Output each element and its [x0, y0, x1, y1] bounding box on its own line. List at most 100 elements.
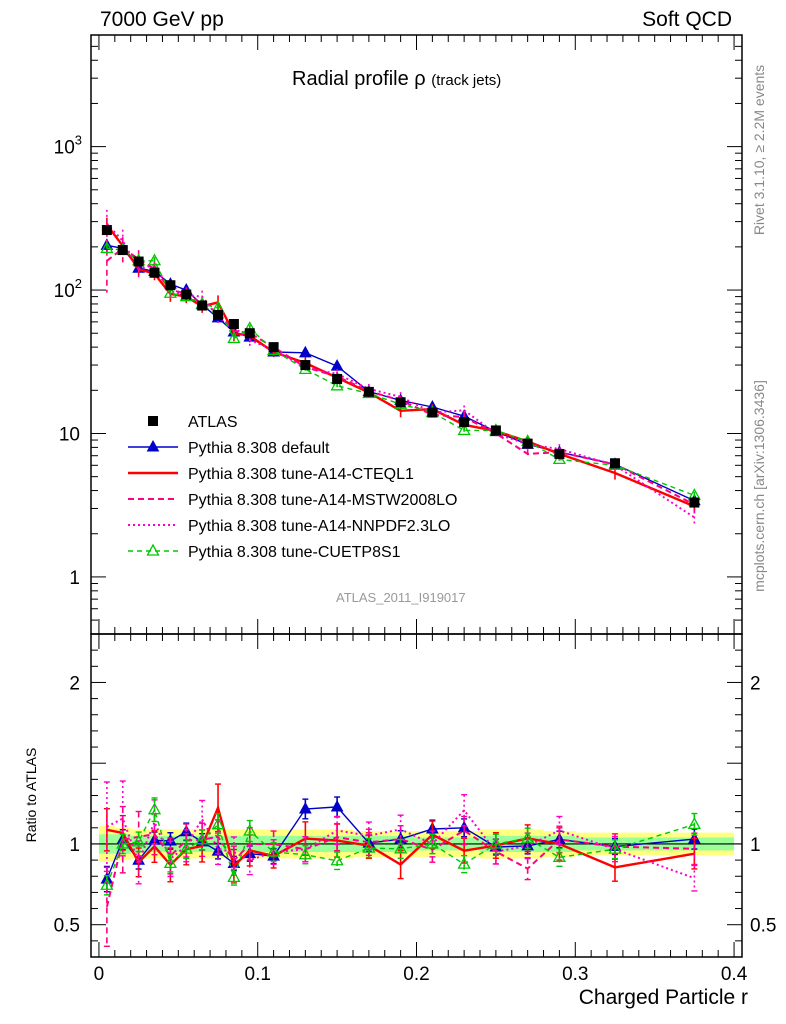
data-point: [101, 225, 112, 236]
legend-label-nnpdf: Pythia 8.308 tune-A14-NNPDF2.3LO: [188, 518, 450, 535]
legend-marker-cuetp8s1: [146, 543, 160, 556]
ratio-point-cuetp8s1: [132, 834, 146, 847]
ratio-series-cuetp8s1: [100, 797, 701, 896]
ratio-point-cuetp8s1: [147, 802, 162, 815]
data-point: [165, 280, 176, 291]
data-point: [228, 318, 239, 329]
data-point: [459, 417, 470, 428]
legend-entry-a14cteql1: Pythia 8.308 tune-A14-CTEQL1: [128, 466, 414, 483]
ratio-point-cuetp8s1: [425, 836, 439, 849]
ratio-y-tick-label: 1: [69, 835, 80, 856]
legend-label-cuetp8s1: Pythia 8.308 tune-CUETP8S1: [188, 544, 401, 561]
data-point: [268, 342, 279, 353]
plot-title: Radial profile ρ (track jets): [292, 68, 501, 91]
x-tick-label: 0.3: [562, 964, 588, 985]
legend: ATLAS Pythia 8.308 default Pythia 8.308 tu…: [128, 414, 457, 561]
data-point: [149, 267, 160, 278]
ratio-point-cuetp8s1: [608, 841, 622, 854]
data-point: [244, 328, 255, 339]
ratio-point-cuetp8s1: [489, 836, 503, 849]
legend-entry-nnpdf: Pythia 8.308 tune-A14-NNPDF2.3LO: [128, 518, 450, 535]
main-y-tick-label: 103: [54, 133, 82, 159]
data-point: [522, 438, 533, 449]
ratio-point-default: [299, 801, 312, 814]
ratio-series-layer: [100, 780, 701, 947]
data-point: [117, 245, 128, 256]
ratio-point-cuetp8s1: [552, 850, 567, 863]
data-point: [395, 397, 406, 408]
ratio-y-axis-label: Ratio to ATLAS: [23, 747, 39, 843]
data-point: [609, 458, 620, 469]
ratio-line-nnpdf: [106, 808, 695, 880]
plot-frames: 0 0.1 0.2 0.3 0.4 1 10 102 103 0.5 0.5 1 1 2 2: [54, 34, 776, 985]
plot-title-main: Radial profile ρ: [292, 68, 426, 90]
x-axis-label: Charged Particle r: [578, 986, 748, 1009]
legend-label-a14cteql1: Pythia 8.308 tune-A14-CTEQL1: [188, 466, 414, 483]
ratio-line-cuetp8s1: [106, 807, 695, 886]
ratio-plot-frame: [90, 633, 743, 958]
data-point: [427, 407, 438, 418]
main-y-tick-label: 1: [69, 568, 80, 589]
data-point: [181, 289, 192, 300]
x-tick-label: 0.4: [721, 964, 748, 985]
ratio-point-cuetp8s1: [195, 832, 209, 845]
data-point: [689, 497, 700, 508]
data-point: [213, 309, 224, 320]
data-point: [554, 448, 565, 459]
ratio-point-cuetp8s1: [243, 823, 257, 836]
ratio-point-cuetp8s1: [266, 844, 281, 857]
ratio-point-cuetp8s1: [362, 840, 376, 853]
ratio-line-default: [106, 806, 695, 880]
x-tick-label: 0.1: [245, 964, 271, 985]
main-y-tick-label: 10: [59, 424, 80, 445]
legend-entry-cuetp8s1: Pythia 8.308 tune-CUETP8S1: [128, 543, 401, 561]
ratio-point-cuetp8s1: [100, 877, 114, 890]
rivet-label: Rivet 3.1.10, ≥ 2.2M events: [751, 64, 767, 236]
legend-label-data: ATLAS: [188, 414, 238, 431]
ratio-point-cuetp8s1: [687, 817, 701, 830]
series-line-mstw: [106, 247, 695, 506]
ratio-point-cuetp8s1: [179, 841, 193, 854]
x-tick-label: 0: [94, 964, 105, 985]
legend-entry-mstw: Pythia 8.308 tune-A14-MSTW2008LO: [128, 492, 457, 509]
series-line-nnpdf: [106, 223, 695, 519]
point-default: [299, 345, 312, 358]
legend-marker-data: [148, 416, 158, 426]
ratio-point-default: [330, 799, 344, 812]
data-point: [332, 373, 343, 384]
ratio-point-cuetp8s1: [227, 870, 241, 883]
point-cuetp8s1: [100, 241, 114, 254]
header-energy-label: 7000 GeV pp: [100, 8, 224, 31]
data-point: [490, 425, 501, 436]
main-y-tick-label: 102: [54, 276, 82, 302]
analysis-id: ATLAS_2011_I919017: [336, 590, 466, 605]
data-point: [197, 300, 208, 311]
legend-entry-default: Pythia 8.308 default: [128, 439, 330, 457]
point-cuetp8s1: [227, 331, 241, 344]
ratio-point-cuetp8s1: [116, 836, 130, 849]
series-line-cuetp8s1: [106, 247, 695, 497]
legend-label-default: Pythia 8.308 default: [188, 440, 330, 457]
data-point: [363, 386, 374, 397]
header-category-label: Soft QCD: [642, 8, 732, 31]
legend-entry-data: ATLAS: [148, 414, 238, 431]
ratio-point-cuetp8s1: [394, 841, 408, 854]
point-cuetp8s1: [163, 285, 177, 298]
plot-title-sub: (track jets): [431, 72, 502, 89]
mcplots-label: mcplots.cern.ch [arXiv:1306.3436]: [751, 380, 767, 592]
ratio-point-cuetp8s1: [330, 853, 344, 866]
ratio-point-cuetp8s1: [163, 856, 177, 869]
ratio-y-tick-label-right: 0.5: [750, 916, 776, 937]
ratio-y-tick-label-right: 1: [750, 835, 761, 856]
ratio-point-cuetp8s1: [211, 817, 225, 830]
data-point: [133, 256, 144, 267]
data-point: [300, 360, 311, 371]
ratio-y-tick-label: 0.5: [54, 916, 80, 937]
main-series-layer: [100, 209, 701, 524]
x-tick-label: 0.2: [403, 964, 429, 985]
ratio-y-tick-label-right: 2: [750, 673, 761, 694]
ratio-line-mstw: [105, 829, 695, 908]
point-cuetp8s1: [147, 253, 162, 266]
legend-marker-default: [146, 439, 160, 452]
